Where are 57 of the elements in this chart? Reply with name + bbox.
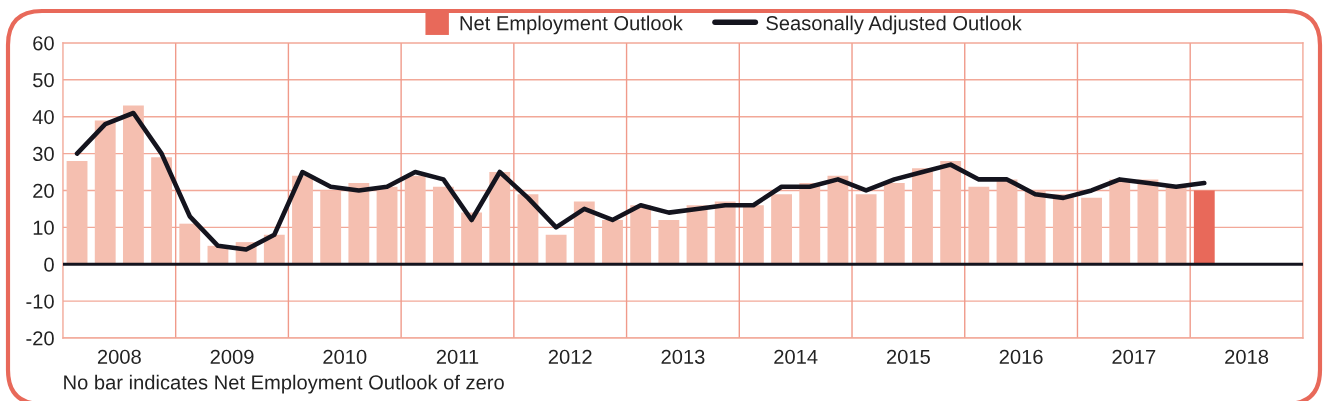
bar	[940, 160, 962, 265]
y-tick-label: -20	[26, 331, 54, 346]
bar	[1024, 190, 1046, 265]
bar	[461, 212, 483, 265]
x-tick-label: 2016	[999, 349, 1043, 364]
bar	[545, 234, 567, 265]
bar	[376, 186, 398, 265]
bar	[151, 157, 173, 265]
x-tick-label: 2014	[774, 349, 818, 364]
bar	[1052, 194, 1074, 265]
y-tick-label: 20	[33, 183, 54, 198]
y-tick-label: 30	[32, 146, 54, 162]
bar	[122, 105, 144, 265]
x-tick-label: 2008	[97, 349, 141, 364]
bar	[292, 175, 313, 265]
bar	[602, 219, 623, 265]
bar	[179, 223, 201, 265]
bar	[912, 168, 933, 265]
bar	[996, 179, 1018, 265]
bar	[883, 183, 905, 265]
bar	[855, 194, 877, 265]
x-tick-label: 2010	[323, 349, 367, 364]
bar	[94, 120, 116, 265]
y-tick-label: 60	[33, 36, 54, 51]
x-tick-label: 2015	[887, 349, 930, 364]
x-tick-label: 2013	[661, 349, 705, 364]
x-tick-label: 2012	[548, 349, 592, 364]
bar	[714, 201, 736, 265]
bar	[630, 205, 652, 265]
bar	[1165, 186, 1187, 265]
y-tick-label: -10	[26, 294, 54, 309]
x-tick-label: 2018	[1225, 349, 1269, 364]
line-series	[74, 110, 1207, 252]
x-tick-label: 2011	[436, 349, 479, 364]
text: No bar indicates Net Employment Outlook of zero	[64, 374, 504, 394]
bar	[348, 183, 370, 265]
bar	[771, 194, 792, 265]
bar	[799, 183, 821, 265]
y-tick-label: 50	[33, 73, 54, 88]
bar	[1109, 179, 1131, 265]
bar	[432, 186, 454, 265]
bar	[1081, 197, 1102, 265]
bar	[66, 160, 88, 265]
bar	[658, 219, 680, 265]
bar	[404, 175, 426, 265]
x-tick-label: 2017	[1112, 349, 1156, 364]
y-tick-label: 10	[33, 220, 54, 235]
y-tick-label: 40	[32, 109, 54, 125]
legend-label: Net Employment Outlook	[460, 15, 683, 35]
bar	[1193, 190, 1215, 265]
x-tick-label: 2009	[210, 349, 254, 364]
bar	[1137, 179, 1159, 265]
y-tick-label: 0	[44, 257, 54, 272]
legend-label: Seasonally Adjusted Outlook	[766, 15, 1022, 35]
bar	[968, 186, 990, 265]
bar	[742, 205, 764, 265]
bar	[320, 190, 342, 265]
